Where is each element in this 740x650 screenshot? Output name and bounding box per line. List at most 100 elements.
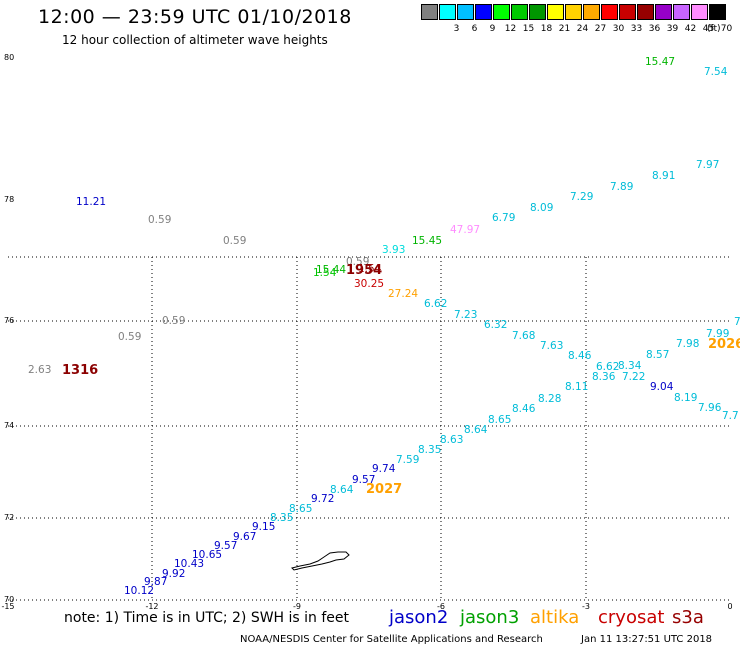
wave-height-label: 30.25 bbox=[354, 278, 384, 290]
wave-height-label: 9.72 bbox=[311, 493, 334, 505]
wave-height-label: 8.65 bbox=[488, 414, 511, 426]
wave-height-label: 7.23 bbox=[454, 309, 477, 321]
legend-label: 42 bbox=[684, 24, 697, 34]
wave-height-label: 7.54 bbox=[704, 66, 728, 78]
legend-swatch bbox=[421, 4, 438, 20]
wave-height-label: 6.62 bbox=[424, 298, 447, 310]
wave-height-label: 0.59 bbox=[223, 235, 246, 247]
wave-height-label: 3.93 bbox=[382, 244, 405, 256]
wave-height-label: 9.57 bbox=[214, 540, 237, 552]
legend-swatch bbox=[475, 4, 492, 20]
legend-label: 18 bbox=[540, 24, 553, 34]
wave-height-label: 47.97 bbox=[450, 224, 480, 236]
credit-timestamp: Jan 11 13:27:51 UTC 2018 bbox=[581, 634, 713, 645]
legend-swatch bbox=[439, 4, 456, 20]
legend-swatch bbox=[457, 4, 474, 20]
legend-swatch bbox=[637, 4, 654, 20]
graticule bbox=[8, 256, 730, 601]
wave-height-label: 8.57 bbox=[646, 349, 669, 361]
wave-height-label: 1.54 bbox=[358, 263, 382, 275]
wave-height-label: 9.04 bbox=[650, 381, 674, 393]
wave-height-label: 8.64 bbox=[464, 424, 488, 436]
wave-height-label: 7.29 bbox=[570, 191, 593, 203]
legend-label: 33 bbox=[630, 24, 643, 34]
wave-height-label: 6.62 bbox=[596, 361, 619, 373]
satellite-altika: altika bbox=[530, 607, 580, 628]
wave-height-label: 8.46 bbox=[512, 403, 536, 415]
wave-height-label: 8.34 bbox=[618, 360, 642, 372]
coastline bbox=[291, 551, 350, 571]
satellite-jason2: jason2 bbox=[389, 607, 449, 628]
wave-height-label: 15.44 bbox=[316, 264, 346, 276]
wave-height-label: 8.63 bbox=[440, 434, 463, 446]
wave-height-label: 8.36 bbox=[592, 371, 616, 383]
legend-swatch bbox=[511, 4, 528, 20]
wave-height-label: 7 bbox=[734, 316, 740, 328]
wave-height-label: 8.35 bbox=[418, 444, 441, 456]
wave-height-label: 7.63 bbox=[540, 340, 563, 352]
latitude-tick: 76 bbox=[4, 316, 14, 325]
legend-swatch bbox=[619, 4, 636, 20]
longitude-tick: -9 bbox=[293, 602, 301, 611]
wave-height-label: 9.74 bbox=[372, 463, 396, 475]
wave-height-label: 6.32 bbox=[484, 319, 507, 331]
wave-height-label: 9.87 bbox=[144, 576, 167, 588]
wave-height-label: 8.11 bbox=[565, 381, 588, 393]
legend-swatch bbox=[691, 4, 708, 20]
wave-height-label: 8.91 bbox=[652, 170, 675, 182]
wave-height-label: 1316 bbox=[62, 363, 98, 378]
wave-height-label: 8.19 bbox=[674, 392, 697, 404]
wave-height-label: 7.68 bbox=[512, 330, 535, 342]
wave-height-label: 9.15 bbox=[252, 521, 275, 533]
latitude-tick: 78 bbox=[4, 195, 14, 204]
latitude-tick: 80 bbox=[4, 53, 14, 62]
legend-label: 3 bbox=[453, 24, 460, 34]
credit-organization: NOAA/NESDIS Center for Satellite Applica… bbox=[240, 634, 543, 645]
legend-label: 70 bbox=[720, 24, 733, 34]
wave-height-label: 8.64 bbox=[330, 484, 354, 496]
legend-label: 27 bbox=[594, 24, 607, 34]
wave-height-label: 6.79 bbox=[492, 212, 515, 224]
wave-height-label: 8.35 bbox=[270, 512, 293, 524]
legend-swatch bbox=[583, 4, 600, 20]
wave-height-label: 11.21 bbox=[76, 196, 106, 208]
wave-height-label: 9.57 bbox=[352, 474, 375, 486]
legend-label: 24 bbox=[576, 24, 589, 34]
wave-height-label: 0.59 bbox=[162, 315, 185, 327]
legend-swatch bbox=[529, 4, 546, 20]
wave-height-label: 8.46 bbox=[568, 350, 592, 362]
legend-label: 45 bbox=[702, 24, 715, 34]
observation-labels: 15.47 7.54 7.97 8.91 7.89 7.29 8.09 6.79 47.97 15… bbox=[28, 56, 740, 597]
wave-height-label: 7.22 bbox=[622, 371, 645, 383]
latitude-tick: 72 bbox=[4, 513, 14, 522]
latitude-tick: 74 bbox=[4, 421, 14, 430]
legend-swatch bbox=[601, 4, 618, 20]
legend-label: 39 bbox=[666, 24, 679, 34]
wave-height-label: 0.59 bbox=[346, 256, 369, 268]
wave-height-label: 8.65 bbox=[289, 503, 312, 515]
wave-height-label: 7.97 bbox=[696, 159, 719, 171]
wave-height-label: 15.47 bbox=[645, 56, 675, 68]
wave-height-label: 0.59 bbox=[148, 214, 171, 226]
wave-height-label: 15.45 bbox=[412, 235, 442, 247]
footer-note: note: 1) Time is in UTC; 2) SWH is in fe… bbox=[64, 610, 350, 626]
wave-height-label: 10.65 bbox=[192, 549, 222, 561]
wave-height-label: 2027 bbox=[366, 482, 402, 497]
latitude-tick: 70 bbox=[4, 595, 14, 604]
legend-swatch bbox=[493, 4, 510, 20]
longitude-tick: -15 bbox=[1, 602, 14, 611]
longitude-tick: -6 bbox=[437, 602, 445, 611]
legend-swatch bbox=[655, 4, 672, 20]
legend-label: 21 bbox=[558, 24, 571, 34]
wave-height-label: 8.09 bbox=[530, 202, 553, 214]
satellite-jason3: jason3 bbox=[460, 607, 520, 628]
longitude-tick: -3 bbox=[582, 602, 590, 611]
legend-swatch bbox=[709, 4, 726, 20]
map-subtitle: 12 hour collection of altimeter wave hei… bbox=[62, 33, 328, 47]
legend-label: 30 bbox=[612, 24, 625, 34]
wave-height-label: 1.54 bbox=[313, 267, 337, 279]
axis-tick-labels: -15 -12 -9 -6 -3 0 70 72 74 76 78 80 bbox=[1, 53, 732, 611]
legend-label: 6 bbox=[471, 24, 478, 34]
satellite-cryosat: cryosat bbox=[598, 607, 665, 628]
